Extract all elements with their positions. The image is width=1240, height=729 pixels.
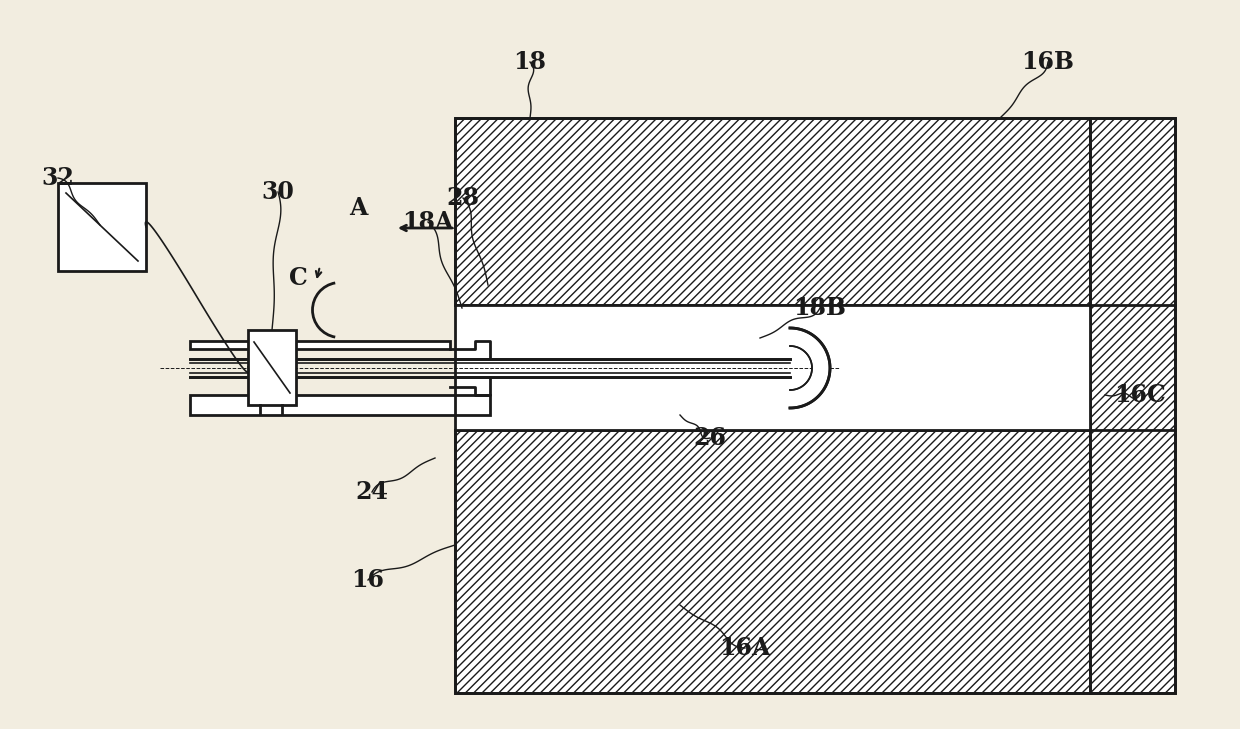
Bar	[1090, 118, 1176, 693]
Bar	[455, 430, 1090, 693]
Text: 30: 30	[262, 180, 294, 204]
Text: 16B: 16B	[1022, 50, 1074, 74]
Text: 16: 16	[351, 568, 384, 592]
Text: 26: 26	[693, 426, 727, 450]
Text: 16C: 16C	[1114, 383, 1166, 407]
Text: A: A	[348, 196, 367, 220]
Polygon shape	[190, 395, 490, 415]
Text: 18B: 18B	[794, 296, 847, 320]
Bar	[455, 118, 1176, 693]
Text: 18: 18	[513, 50, 547, 74]
Polygon shape	[190, 341, 450, 349]
Text: 28: 28	[446, 186, 480, 210]
Text: C: C	[289, 266, 308, 290]
Text: 18A: 18A	[402, 210, 454, 234]
Bar	[58, 183, 146, 271]
Text: 32: 32	[42, 166, 74, 190]
Text: 24: 24	[356, 480, 388, 504]
Bar	[455, 305, 1090, 430]
Text: 16A: 16A	[719, 636, 771, 660]
Polygon shape	[790, 328, 830, 408]
Bar	[455, 118, 1176, 693]
Bar	[248, 330, 296, 405]
Bar	[455, 118, 1090, 305]
